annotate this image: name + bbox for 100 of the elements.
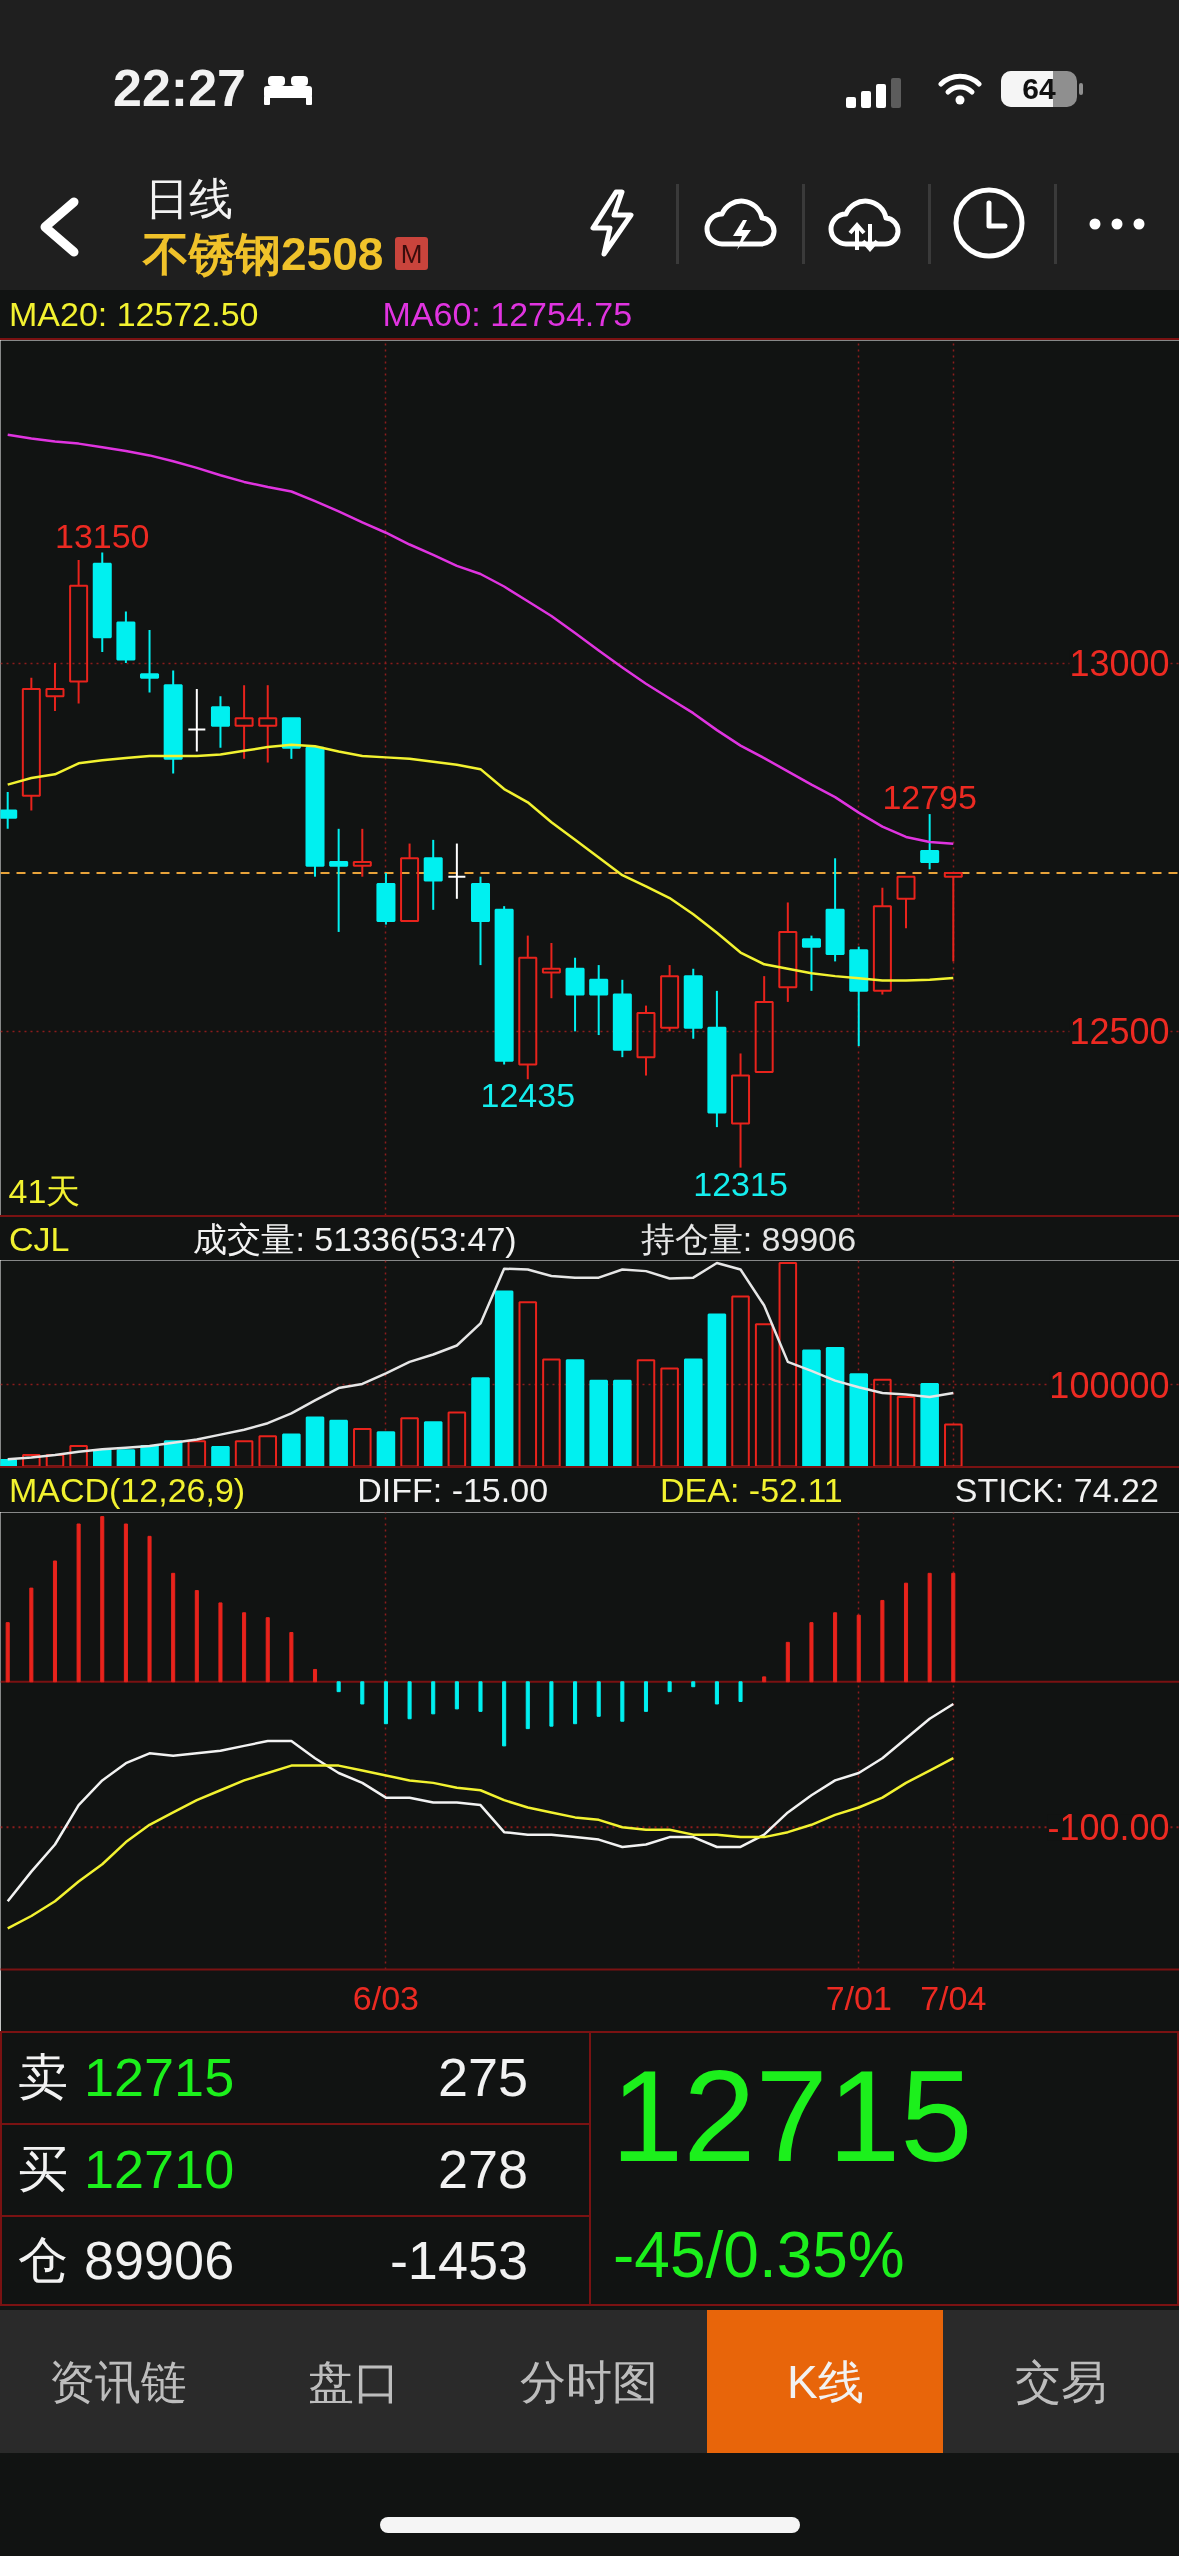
bar [754, 1323, 774, 1466]
text: 22:27 [113, 59, 246, 117]
bar [100, 1516, 105, 1683]
bar [636, 1359, 656, 1466]
category-label: 交易 [1014, 2356, 1109, 2408]
bar [29, 1587, 34, 1683]
text: 仓 [18, 2232, 68, 2288]
candlestick [210, 695, 230, 749]
bar [407, 1681, 412, 1720]
candlestick [140, 628, 160, 694]
category-label: K线 [785, 2356, 865, 2408]
bar [778, 1261, 798, 1466]
y-tick-label: 100000 [1049, 1364, 1170, 1406]
text: 买 [18, 2141, 68, 2197]
bar [660, 1367, 679, 1466]
candlestick [731, 1052, 751, 1169]
text: 成交量: 51336(53:47) [193, 1219, 517, 1258]
bar [454, 1681, 459, 1710]
bar [809, 1622, 814, 1683]
x-tick-label: 7/04 [920, 1978, 987, 2017]
bar [289, 1631, 294, 1683]
bar [927, 1572, 932, 1683]
candlestick [0, 790, 18, 830]
bar [478, 1681, 483, 1712]
bar [714, 1681, 719, 1705]
bar [880, 1599, 885, 1683]
candlestick [258, 684, 278, 764]
bar [683, 1358, 703, 1466]
bar [549, 1681, 554, 1727]
candlestick [447, 842, 467, 900]
bar [258, 1435, 278, 1466]
bar [147, 1535, 152, 1683]
bar [187, 1440, 207, 1466]
text: 12715 [611, 2043, 973, 2189]
annotation: 12435 [480, 1076, 576, 1115]
bar [447, 1411, 467, 1466]
x-tick-label: 7/01 [825, 1978, 892, 2017]
bar [242, 1612, 247, 1683]
bar [951, 1572, 956, 1683]
candlestick [352, 827, 372, 878]
x-tick-label: 6/03 [352, 1978, 420, 2017]
text: DEA: -52.11 [660, 1471, 843, 1509]
candlestick [187, 687, 207, 753]
bar [944, 1423, 963, 1466]
text: MA20: 12572.50 [9, 295, 259, 333]
bar [282, 1433, 301, 1466]
bar [471, 1377, 490, 1466]
candlestick [565, 956, 585, 1033]
bar [825, 1346, 845, 1466]
candlestick [21, 676, 41, 812]
candlestick [778, 901, 798, 1003]
candlestick [163, 669, 183, 775]
bar [833, 1612, 838, 1683]
bar [211, 1445, 230, 1466]
text: 275 [436, 2047, 528, 2107]
candlestick [589, 964, 609, 1037]
text: -100.00 [1047, 1807, 1170, 1849]
text: -1453 [388, 2230, 528, 2290]
bar [353, 1427, 372, 1466]
bar [400, 1417, 419, 1466]
bar [643, 1681, 649, 1712]
bar [573, 1681, 578, 1725]
candlestick [234, 684, 254, 760]
bar [762, 1676, 767, 1683]
candlestick [69, 558, 89, 705]
bar [265, 1617, 270, 1683]
text: -45/0.35% [613, 2219, 905, 2291]
text: 64 [1001, 72, 1077, 105]
text: 卖 [18, 2049, 68, 2105]
bar [596, 1681, 601, 1717]
candlestick [329, 827, 349, 933]
text: 日线 [145, 174, 233, 223]
annotation: 13150 [54, 516, 150, 555]
text: 278 [436, 2139, 528, 2199]
bar [52, 1560, 58, 1683]
bar [613, 1379, 632, 1466]
bar [116, 1449, 136, 1466]
bar [360, 1681, 365, 1705]
bar [140, 1445, 159, 1466]
bar [525, 1681, 530, 1730]
bar [920, 1382, 939, 1466]
bar [5, 1622, 10, 1683]
category-label: 资讯链 [47, 2356, 188, 2408]
bar [383, 1681, 388, 1725]
bar [785, 1641, 790, 1683]
bar [518, 1301, 538, 1466]
candlestick [45, 662, 65, 712]
bar [171, 1572, 176, 1683]
text: 不锈钢2508 [143, 228, 384, 280]
bar [194, 1590, 199, 1683]
text: 12710 [84, 2139, 235, 2199]
annotation: 12315 [693, 1164, 788, 1203]
bar [856, 1614, 861, 1683]
bar [312, 1668, 318, 1683]
text: MA60: 12754.75 [382, 295, 633, 333]
bar [423, 1421, 443, 1466]
bar [92, 1449, 112, 1466]
bar [738, 1681, 743, 1703]
text: 12715 [84, 2047, 235, 2107]
candlestick [92, 551, 112, 654]
